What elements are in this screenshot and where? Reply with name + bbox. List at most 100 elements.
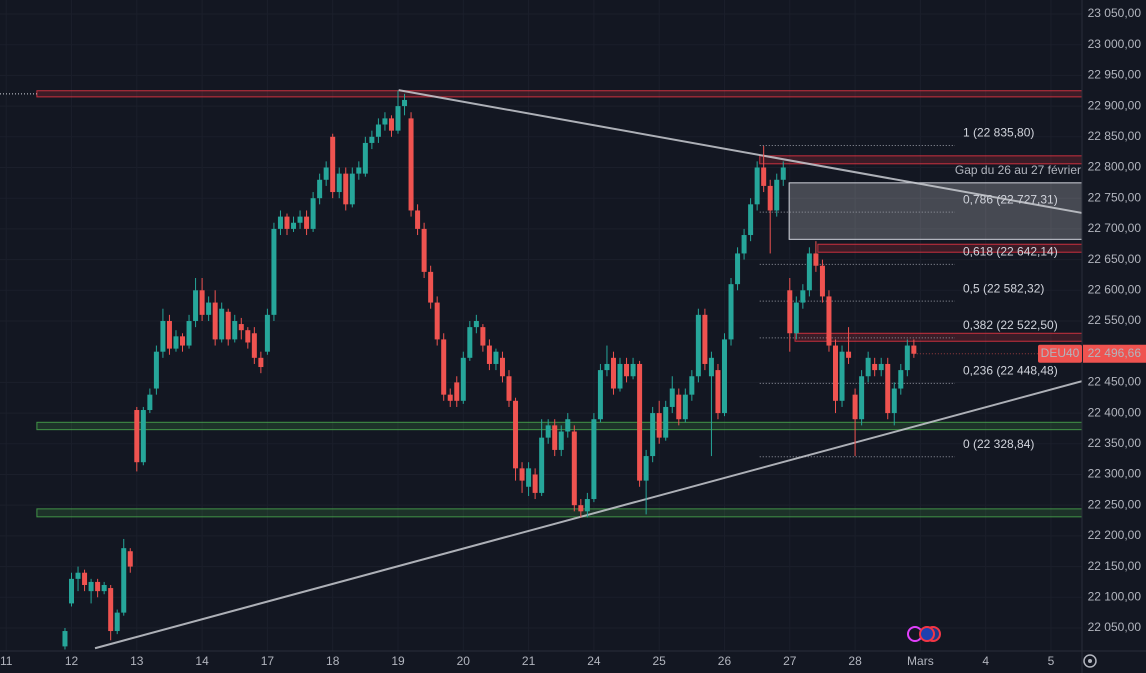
candle-body bbox=[330, 136, 336, 193]
candle-body bbox=[62, 631, 68, 647]
candle-body bbox=[526, 468, 532, 487]
candle-body bbox=[473, 320, 479, 328]
candle-body bbox=[206, 302, 212, 315]
candle-body bbox=[225, 311, 231, 340]
candle-body bbox=[180, 336, 186, 346]
y-tick-label: 22 100,00 bbox=[1088, 589, 1142, 603]
y-tick-label: 23 050,00 bbox=[1088, 6, 1142, 20]
candle-body bbox=[193, 290, 199, 321]
x-tick-label: 28 bbox=[848, 654, 862, 668]
candle-body bbox=[356, 167, 362, 174]
candle-body bbox=[447, 394, 453, 401]
x-tick-label: 18 bbox=[326, 654, 340, 668]
candle-body bbox=[552, 425, 558, 450]
candle-body bbox=[388, 118, 394, 131]
candle-body bbox=[95, 581, 101, 592]
candle-body bbox=[245, 330, 251, 343]
candle-body bbox=[806, 253, 812, 291]
candle-body bbox=[467, 327, 473, 358]
candle-body bbox=[643, 456, 649, 481]
candle-body bbox=[832, 345, 838, 401]
x-tick-label: 21 bbox=[522, 654, 536, 668]
candle-body bbox=[317, 179, 323, 199]
candle-body bbox=[82, 572, 88, 585]
x-tick-label: 11 bbox=[0, 654, 13, 668]
y-tick-label: 22 950,00 bbox=[1088, 68, 1142, 82]
candle-body bbox=[663, 406, 669, 438]
candle-body bbox=[571, 431, 577, 506]
candle-body bbox=[513, 400, 519, 469]
candle-body bbox=[428, 271, 434, 303]
candle-body bbox=[793, 302, 799, 334]
candle-body bbox=[865, 357, 871, 377]
candle-body bbox=[232, 320, 238, 340]
y-tick-label: 22 250,00 bbox=[1088, 497, 1142, 511]
x-tick-label: 25 bbox=[653, 654, 667, 668]
y-tick-label: 22 350,00 bbox=[1088, 436, 1142, 450]
candle-body bbox=[656, 413, 662, 438]
fib-label: 0,618 (22 642,14) bbox=[963, 245, 1058, 259]
candle-body bbox=[539, 437, 545, 493]
candle-body bbox=[251, 333, 257, 358]
candle-body bbox=[637, 363, 643, 481]
candle-body bbox=[402, 99, 408, 107]
candle-body bbox=[597, 370, 603, 420]
candle-body bbox=[121, 548, 127, 613]
x-tick-label: 20 bbox=[457, 654, 471, 668]
y-tick-label: 22 850,00 bbox=[1088, 129, 1142, 143]
x-tick-label: 4 bbox=[982, 654, 989, 668]
candle-body bbox=[349, 173, 355, 205]
candle-body bbox=[558, 431, 564, 450]
candle-body bbox=[375, 124, 381, 137]
candle-body bbox=[160, 320, 166, 352]
candle-body bbox=[624, 363, 630, 377]
candle-body bbox=[754, 167, 760, 205]
symbol-label: DEU40 bbox=[1041, 346, 1080, 360]
candle-body bbox=[506, 376, 512, 401]
candle-body bbox=[297, 216, 303, 223]
last-price-tag bbox=[1083, 344, 1146, 363]
last-price-label: 22 496,66 bbox=[1088, 346, 1142, 360]
candle-body bbox=[173, 336, 179, 349]
candle-body bbox=[761, 167, 767, 186]
x-tick-label: 5 bbox=[1048, 654, 1055, 668]
y-tick-label: 22 700,00 bbox=[1088, 221, 1142, 235]
symbol-tag bbox=[1038, 344, 1082, 363]
candle-body bbox=[336, 173, 342, 193]
candle-body bbox=[454, 382, 460, 401]
settings-button[interactable] bbox=[1083, 654, 1097, 668]
candle-body bbox=[519, 468, 525, 481]
candle-body bbox=[212, 302, 218, 340]
candle-body bbox=[369, 136, 375, 143]
candle-body bbox=[689, 376, 695, 395]
candle-body bbox=[140, 410, 146, 463]
candle-body bbox=[434, 302, 440, 340]
event-icons[interactable] bbox=[907, 626, 941, 642]
candle-body bbox=[415, 210, 421, 229]
candle-body bbox=[219, 308, 225, 340]
candle-body bbox=[741, 235, 747, 254]
price-zone bbox=[36, 90, 1083, 98]
candle-body bbox=[486, 345, 492, 364]
candle-body bbox=[69, 578, 75, 604]
candle-body bbox=[291, 222, 297, 229]
candle-body bbox=[898, 370, 904, 389]
candle-body bbox=[108, 588, 114, 632]
event-icon[interactable] bbox=[919, 626, 935, 642]
candle-body bbox=[134, 410, 140, 463]
candle-body bbox=[728, 284, 734, 340]
y-tick-label: 22 400,00 bbox=[1088, 405, 1142, 419]
candle-body bbox=[545, 425, 551, 438]
x-tick-label: Mars bbox=[907, 654, 934, 668]
x-tick-label: 26 bbox=[718, 654, 732, 668]
y-tick-label: 22 550,00 bbox=[1088, 313, 1142, 327]
candle-body bbox=[382, 118, 388, 125]
x-tick-label: 13 bbox=[130, 654, 144, 668]
candle-body bbox=[813, 253, 819, 266]
candle-body bbox=[147, 394, 153, 411]
candle-body bbox=[682, 394, 688, 420]
settings-icon[interactable] bbox=[1083, 654, 1097, 668]
